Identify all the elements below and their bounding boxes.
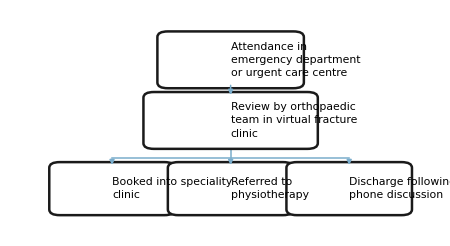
Text: Review by orthopaedic
team in virtual fracture
clinic: Review by orthopaedic team in virtual fr…: [230, 102, 357, 139]
FancyBboxPatch shape: [286, 162, 412, 215]
Text: Discharge following
phone discussion: Discharge following phone discussion: [349, 177, 450, 200]
Text: Booked into speciality
clinic: Booked into speciality clinic: [112, 177, 232, 200]
FancyBboxPatch shape: [168, 162, 293, 215]
Text: Attendance in
emergency department
or urgent care centre: Attendance in emergency department or ur…: [230, 42, 360, 78]
FancyBboxPatch shape: [144, 92, 318, 149]
Text: Referred to
physiotherapy: Referred to physiotherapy: [230, 177, 309, 200]
FancyBboxPatch shape: [158, 31, 304, 88]
FancyBboxPatch shape: [50, 162, 175, 215]
